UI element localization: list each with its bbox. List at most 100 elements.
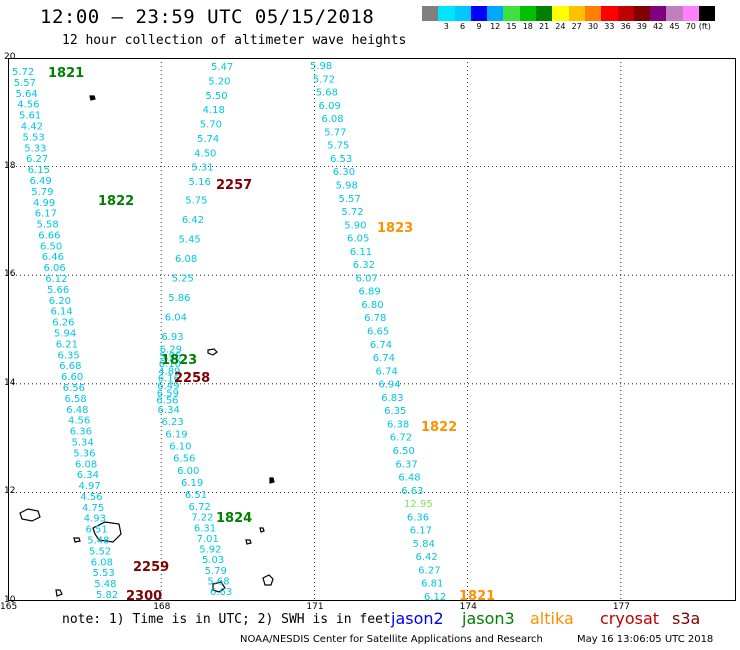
wave-height-value: 5.48: [87, 536, 109, 547]
wave-height-value: 6.32: [353, 260, 375, 271]
color-scale-label: 18: [522, 22, 533, 31]
wave-height-value: 5.82: [96, 590, 118, 601]
wave-height-value: 5.50: [205, 91, 227, 102]
wave-height-value: 4.42: [21, 121, 43, 132]
island-outline: [207, 348, 218, 356]
wave-height-value: 6.94: [378, 380, 400, 391]
wave-height-value: 6.42: [182, 215, 204, 226]
wave-height-value: 4.56: [17, 100, 39, 111]
longitude-label: 177: [612, 602, 631, 612]
wave-height-value: 6.35: [384, 406, 406, 417]
latitude-label: 10: [4, 595, 16, 605]
wave-height-value: 6.21: [56, 339, 78, 350]
wave-height-value: 4.89: [158, 366, 180, 377]
color-swatch: [584, 6, 602, 21]
legend-jason2: jason2: [391, 609, 444, 628]
wave-height-value: 7.22: [191, 513, 213, 524]
wave-height-value: 6.06: [44, 263, 66, 274]
wave-height-value: 6.66: [38, 230, 60, 241]
color-scale-label: 33: [604, 22, 615, 31]
color-swatch: [633, 6, 651, 21]
wave-height-value: 6.48: [398, 473, 420, 484]
pass-time-label: 1823: [161, 353, 197, 368]
page-title: 12:00 – 23:59 UTC 05/15/2018: [40, 6, 375, 28]
legend-s3a: s3a: [672, 609, 701, 628]
wave-height-value: 5.47: [211, 62, 233, 73]
wave-height-value: 6.15: [28, 165, 50, 176]
island-outline: [245, 539, 252, 545]
pass-time-label: 2300: [126, 589, 162, 601]
color-swatch: [503, 6, 520, 21]
wave-height-value: 5.45: [178, 235, 200, 246]
wave-height-value: 5.64: [16, 89, 38, 100]
wave-height-value: 5.98: [336, 180, 358, 191]
island-outline: [55, 589, 63, 597]
pass-time-label: 1823: [377, 221, 413, 236]
wave-height-value: 5.53: [93, 568, 115, 579]
wave-height-value: 6.74: [376, 366, 398, 377]
wave-height-value: 5.68: [207, 576, 229, 587]
wave-height-value: 6.19: [181, 478, 203, 489]
pass-time-label: 1822: [98, 194, 134, 209]
wave-height-value: 6.60: [61, 372, 83, 383]
wave-height-value: 6.74: [373, 353, 395, 364]
footnote: note: 1) Time is in UTC; 2) SWH is in fe…: [62, 612, 391, 627]
wave-height-value: 6.36: [70, 427, 92, 438]
pass-time-label: 2259: [133, 560, 169, 575]
island-outline: [212, 581, 226, 593]
wave-height-value: 6.10: [159, 359, 181, 370]
latitude-label: 12: [4, 486, 16, 497]
color-swatch: [601, 6, 618, 21]
color-swatch: [422, 6, 439, 21]
legend-altika: altika: [530, 609, 574, 628]
wave-height-value: 6.80: [361, 300, 383, 311]
color-swatch: [552, 6, 569, 21]
island-outline: [73, 537, 81, 543]
wave-height-value: 6.93: [161, 332, 183, 343]
wave-height-value: 12.95: [404, 499, 433, 510]
wave-height-value: 5.72: [313, 74, 335, 85]
wave-height-value: 5.72: [341, 207, 363, 218]
color-swatch: [682, 6, 700, 21]
wave-height-value: 6.11: [350, 247, 372, 258]
wave-height-value: 4.97: [79, 481, 101, 492]
color-swatch: [470, 6, 488, 21]
color-swatch: [650, 6, 667, 21]
wave-height-value: 4.93: [84, 514, 106, 525]
wave-height-value: 6.16: [158, 374, 180, 385]
island-outline: [89, 95, 96, 101]
color-swatch: [519, 6, 537, 21]
wave-height-value: 5.66: [47, 285, 69, 296]
wave-height-value: 5.79: [205, 566, 227, 577]
wave-height-value: 6.53: [330, 154, 352, 165]
latitude-label: 20: [4, 52, 16, 62]
color-swatch: [438, 6, 455, 21]
wave-height-value: 6.17: [410, 526, 432, 537]
color-scale-label: 12: [490, 22, 501, 31]
color-swatch: [666, 6, 683, 21]
color-scale-label: 24: [555, 22, 566, 31]
wave-height-value: 6.20: [49, 296, 71, 307]
wave-height-value: 5.48: [94, 579, 116, 590]
wave-height-value: 6.56: [173, 454, 195, 465]
wave-height-value: 6.58: [65, 394, 87, 405]
wave-height-value: 5.36: [73, 448, 95, 459]
wave-height-value: 5.61: [19, 111, 41, 122]
wave-height-value: 5.75: [327, 141, 349, 152]
wave-height-value: 5.68: [316, 88, 338, 99]
islands: [19, 95, 275, 597]
wave-height-value: 6.12: [424, 592, 446, 601]
wave-height-value: 5.75: [185, 196, 207, 207]
wave-height-value: 5.33: [24, 143, 46, 154]
color-scale-label: 21: [539, 22, 550, 31]
color-scale-label: 27: [571, 22, 582, 31]
wave-height-value: 6.38: [387, 419, 409, 430]
island-outline: [269, 477, 275, 484]
map-frame: [8, 58, 736, 601]
wave-height-value: 5.52: [89, 546, 111, 557]
legend-cryosat: cryosat: [600, 609, 660, 628]
wave-height-value: 6.27: [26, 154, 48, 165]
color-scale-label: 15: [506, 22, 517, 31]
pass-time-label: 1821: [459, 589, 495, 601]
map-grid: [8, 58, 736, 601]
